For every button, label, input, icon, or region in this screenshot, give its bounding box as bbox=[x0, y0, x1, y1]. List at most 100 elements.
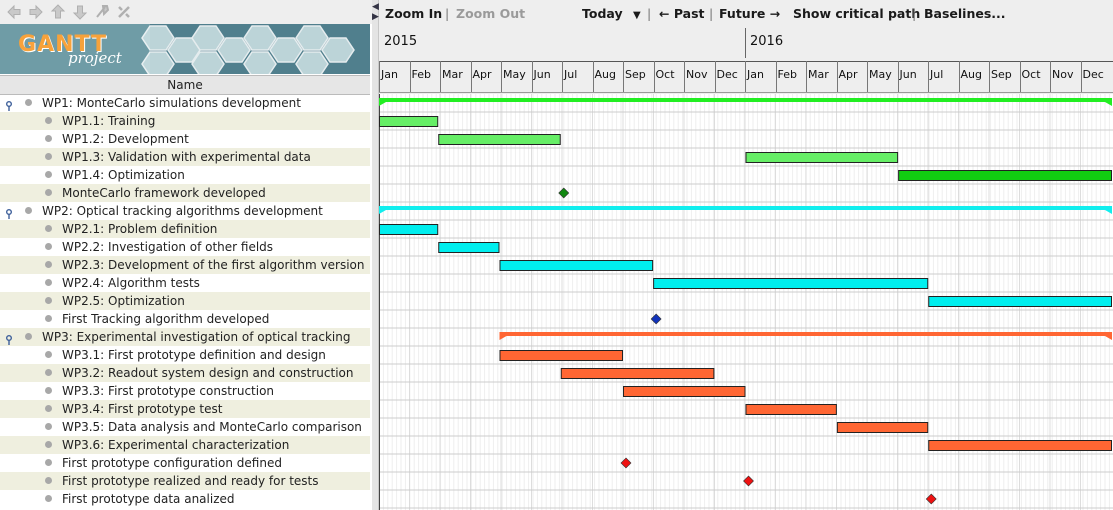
summary-end-cap bbox=[1105, 98, 1112, 106]
expand-toggle-icon[interactable] bbox=[5, 206, 13, 219]
month-divider bbox=[989, 61, 990, 92]
task-bar bbox=[653, 278, 929, 289]
task-bar bbox=[836, 422, 929, 433]
today-button[interactable]: Today ▼ bbox=[582, 0, 641, 30]
chart-toolbar: Zoom In | Zoom Out Today ▼ | ← Past | Fu… bbox=[379, 0, 1113, 28]
task-bar bbox=[438, 134, 561, 145]
back-icon[interactable] bbox=[5, 3, 23, 21]
task-row[interactable]: WP3.5: Data analysis and MonteCarlo comp… bbox=[0, 418, 370, 436]
link-icon[interactable] bbox=[93, 3, 111, 21]
milestone-diamond bbox=[558, 187, 570, 199]
month-label: Apr bbox=[838, 68, 858, 81]
month-label: Mar bbox=[808, 68, 829, 81]
task-row[interactable]: WP2.4: Algorithm tests bbox=[0, 274, 370, 292]
task-name: First prototype realized and ready for t… bbox=[62, 474, 319, 488]
month-label: Jun bbox=[533, 68, 551, 81]
expand-toggle-icon[interactable] bbox=[5, 98, 13, 111]
panel-splitter[interactable]: ◀ ▶ bbox=[372, 0, 379, 510]
task-row[interactable]: WP1.1: Training bbox=[0, 112, 370, 130]
future-button[interactable]: Future → bbox=[719, 6, 781, 21]
forward-icon[interactable] bbox=[27, 3, 45, 21]
task-row[interactable]: First prototype realized and ready for t… bbox=[0, 472, 370, 490]
month-divider bbox=[1019, 61, 1021, 92]
month-divider bbox=[684, 61, 685, 92]
task-row[interactable]: WP1.3: Validation with experimental data bbox=[0, 148, 370, 166]
task-bullet-icon bbox=[45, 135, 52, 142]
task-name: WP3.1: First prototype definition and de… bbox=[62, 348, 326, 362]
toolbar-separator: | bbox=[709, 6, 714, 21]
baselines-button[interactable]: Baselines... bbox=[924, 6, 1006, 21]
chevron-down-icon: ▼ bbox=[632, 10, 641, 21]
summary-start-cap bbox=[379, 98, 386, 106]
task-row[interactable]: WP2.5: Optimization bbox=[0, 292, 370, 310]
show-critical-path-button[interactable]: Show critical path bbox=[793, 6, 921, 21]
logo-subtitle: project bbox=[68, 49, 122, 67]
collapse-left-icon[interactable]: ◀ bbox=[372, 2, 379, 12]
task-name: WP2.4: Algorithm tests bbox=[62, 276, 200, 290]
task-row[interactable]: First prototype data analized bbox=[0, 490, 370, 508]
unlink-icon[interactable] bbox=[115, 3, 133, 21]
past-button[interactable]: ← Past bbox=[659, 6, 705, 21]
task-row[interactable]: First prototype configuration defined bbox=[0, 454, 370, 472]
task-bar bbox=[499, 350, 623, 361]
month-label: Sep bbox=[625, 68, 646, 81]
task-row[interactable]: WP1: MonteCarlo simulations development bbox=[0, 94, 370, 112]
timeline-divider bbox=[379, 61, 1113, 62]
task-bullet-icon bbox=[45, 243, 52, 250]
task-row[interactable]: WP2.1: Problem definition bbox=[0, 220, 370, 238]
task-row[interactable]: WP3.1: First prototype definition and de… bbox=[0, 346, 370, 364]
month-label: Jan bbox=[381, 68, 398, 81]
task-row[interactable]: WP3.6: Experimental characterization bbox=[0, 436, 370, 454]
task-row[interactable]: WP1.2: Development bbox=[0, 130, 370, 148]
zoom-in-button[interactable]: Zoom In bbox=[385, 6, 443, 21]
task-bullet-icon bbox=[45, 459, 52, 466]
month-divider bbox=[958, 61, 960, 92]
month-label: Sep bbox=[991, 68, 1012, 81]
down-icon[interactable] bbox=[71, 3, 89, 21]
task-bar bbox=[560, 368, 715, 379]
zoom-out-button[interactable]: Zoom Out bbox=[456, 6, 526, 21]
expand-toggle-icon[interactable] bbox=[5, 332, 13, 345]
task-row[interactable]: WP3.3: First prototype construction bbox=[0, 382, 370, 400]
task-row[interactable]: WP1.4: Optimization bbox=[0, 166, 370, 184]
month-divider bbox=[409, 61, 411, 92]
toolbar-separator: | bbox=[445, 6, 450, 21]
month-label: Aug bbox=[594, 68, 616, 81]
task-row[interactable]: WP3.2: Readout system design and constru… bbox=[0, 364, 370, 382]
up-icon[interactable] bbox=[49, 3, 67, 21]
task-bullet-icon bbox=[45, 315, 52, 322]
month-divider bbox=[836, 61, 838, 92]
ganttproject-logo: GANTT project bbox=[0, 24, 370, 74]
task-row[interactable]: WP3: Experimental investigation of optic… bbox=[0, 328, 370, 346]
task-bar bbox=[622, 386, 746, 397]
collapse-right-icon[interactable]: ▶ bbox=[372, 12, 379, 22]
task-row[interactable]: WP3.4: First prototype test bbox=[0, 400, 370, 418]
month-label: May bbox=[869, 68, 892, 81]
task-bullet-icon bbox=[45, 189, 52, 196]
task-row[interactable]: MonteCarlo framework developed bbox=[0, 184, 370, 202]
month-divider bbox=[806, 61, 807, 92]
today-label: Today bbox=[582, 6, 623, 21]
task-row[interactable]: WP2.2: Investigation of other fields bbox=[0, 238, 370, 256]
month-divider bbox=[440, 61, 441, 92]
summary-bar bbox=[379, 98, 1112, 102]
task-name: WP1.1: Training bbox=[62, 114, 156, 128]
task-bullet-icon bbox=[45, 297, 52, 304]
summary-start-cap bbox=[499, 332, 507, 340]
name-column-header[interactable]: Name bbox=[0, 75, 370, 95]
task-bar bbox=[745, 404, 837, 415]
month-label: Oct bbox=[1021, 68, 1041, 81]
summary-end-cap bbox=[1105, 206, 1112, 214]
task-bullet-icon bbox=[45, 441, 52, 448]
task-name: WP2: Optical tracking algorithms develop… bbox=[42, 204, 323, 218]
task-bar bbox=[898, 170, 1113, 181]
task-bullet-icon bbox=[45, 117, 52, 124]
month-divider bbox=[501, 61, 502, 92]
task-row[interactable]: WP2: Optical tracking algorithms develop… bbox=[0, 202, 370, 220]
month-divider bbox=[1050, 61, 1051, 92]
task-row[interactable]: WP2.3: Development of the first algorith… bbox=[0, 256, 370, 274]
task-bullet-icon bbox=[45, 423, 52, 430]
task-row[interactable]: First Tracking algorithm developed bbox=[0, 310, 370, 328]
task-name: WP1.4: Optimization bbox=[62, 168, 185, 182]
summary-end-cap bbox=[1105, 332, 1112, 340]
